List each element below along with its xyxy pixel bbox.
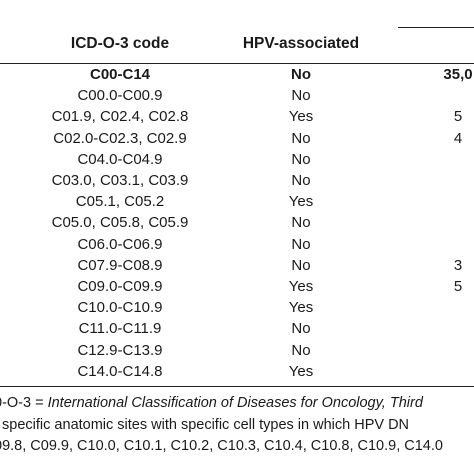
- row-hpv-associated: Yes: [288, 108, 314, 126]
- row-hpv-associated: No: [291, 214, 311, 232]
- row-hpv-associated: Yes: [288, 299, 314, 317]
- row-hpv-associated: Yes: [288, 193, 314, 211]
- row-hpv-associated: Yes: [288, 278, 314, 295]
- row-icd-code: C01.9, C02.4, C02.8: [51, 108, 189, 126]
- footnote-line-1: 0-O-3 = International Classification of …: [0, 394, 423, 412]
- row-count: 5: [453, 278, 463, 295]
- footnote-prefix: 0-O-3 =: [0, 395, 44, 411]
- row-hpv-associated: Yes: [288, 362, 314, 380]
- row-icd-code: C05.1, C05.2: [75, 193, 165, 211]
- row-icd-code: C14.0-C14.8: [77, 362, 163, 380]
- row-icd-code: C11.0-C11.9: [78, 320, 162, 338]
- bottom-rule: [0, 386, 474, 387]
- row-count: 4: [453, 129, 463, 147]
- row-count: 35,0: [443, 66, 473, 83]
- row-hpv-associated: No: [291, 129, 311, 147]
- row-hpv-associated: No: [291, 172, 311, 189]
- row-hpv-associated: No: [291, 87, 311, 105]
- row-icd-code: C02.0-C02.3, C02.9: [53, 129, 187, 147]
- row-hpv-associated: No: [291, 256, 311, 274]
- footnote-line-3: 09.8, C09.9, C10.0, C10.1, C10.2, C10.3,…: [0, 438, 443, 454]
- top-rule-right: [398, 27, 474, 28]
- footnote-line-2: t specific anatomic sites with specific …: [0, 417, 410, 433]
- row-icd-code: C04.0-C04.9: [77, 150, 163, 168]
- row-icd-code: C00.0-C00.9: [77, 87, 163, 105]
- row-hpv-associated: No: [291, 235, 311, 253]
- row-hpv-associated: No: [291, 320, 311, 338]
- row-icd-code: C05.0, C05.8, C05.9: [51, 214, 189, 232]
- row-count: 5: [453, 108, 463, 126]
- row-count: 3: [453, 256, 463, 274]
- row-hpv-associated: No: [291, 341, 311, 359]
- footnote-classification-title: International Classification of Diseases…: [47, 395, 423, 411]
- row-icd-code: C09.0-C09.9: [77, 278, 163, 295]
- row-icd-code: C00-C14: [89, 66, 151, 83]
- header-rule: [0, 63, 474, 64]
- row-hpv-associated: No: [291, 150, 311, 168]
- row-icd-code: C10.0-C10.9: [77, 299, 163, 317]
- header-hpv-associated: HPV-associated: [242, 35, 360, 52]
- row-icd-code: C12.9-C13.9: [77, 341, 163, 359]
- row-icd-code: C03.0, C03.1, C03.9: [51, 172, 189, 189]
- header-icd-code: ICD-O-3 code: [70, 35, 170, 52]
- row-icd-code: C06.0-C06.9: [77, 235, 163, 253]
- row-hpv-associated: No: [291, 66, 311, 83]
- row-icd-code: C07.9-C08.9: [77, 256, 163, 274]
